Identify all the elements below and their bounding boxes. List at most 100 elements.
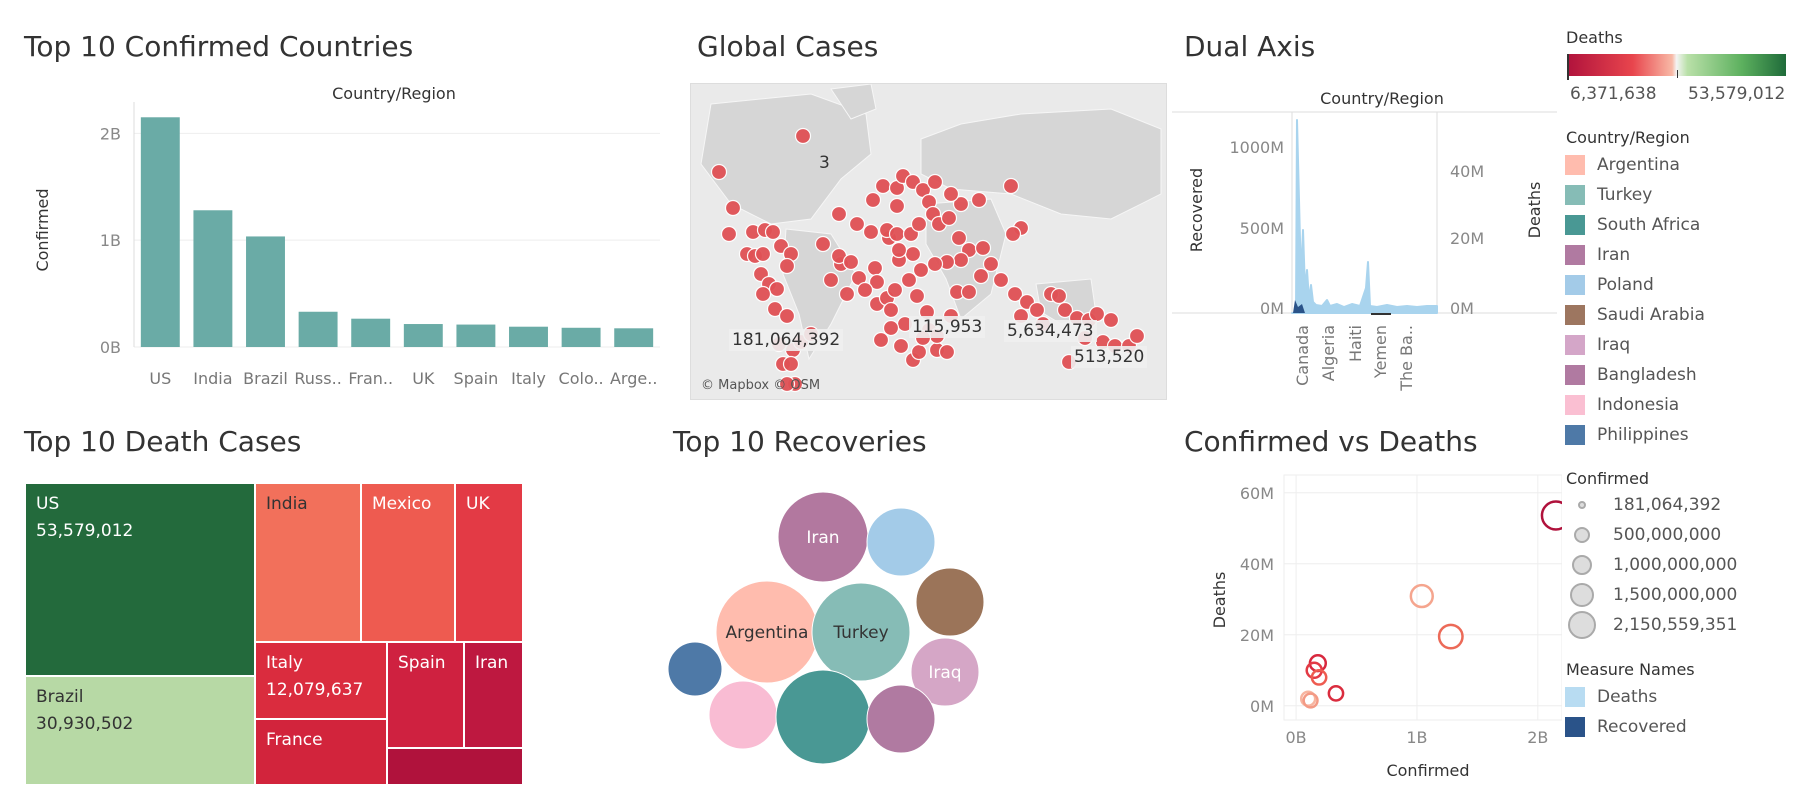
dual-x-tick: Algeria <box>1319 325 1338 381</box>
bubble-label: Iraq <box>928 663 961 683</box>
legend-item-poland[interactable]: Poland <box>1565 274 1654 296</box>
map-point <box>864 191 882 209</box>
bar-x-tick: Brazil <box>243 369 288 388</box>
bubble-south-africa <box>775 669 871 765</box>
map-point <box>1004 225 1022 243</box>
map-point <box>766 300 784 318</box>
dual-left-tick: 0M <box>1260 299 1284 318</box>
legend-label: Saudi Arabia <box>1597 305 1705 325</box>
confirmed-bar-chart[interactable]: Country/Region Confirmed 0B 1B 2B US India Braz… <box>0 70 690 410</box>
measure-label: Deaths <box>1597 687 1658 707</box>
legend-item-turkey[interactable]: Turkey <box>1565 184 1652 206</box>
map-point <box>942 185 960 203</box>
bar-y-tick: 0B <box>100 338 121 357</box>
dual-axis-title: Dual Axis <box>1184 30 1316 63</box>
treemap-cell-spain[interactable] <box>387 642 464 748</box>
bar-x-tick: India <box>193 369 232 388</box>
bubble-iraq <box>910 637 980 707</box>
dual-x-tick: The Ba.. <box>1397 325 1416 392</box>
confirmed-size-legend: 181,064,392 500,000,000 1,000,000,000 1,500… <box>1565 494 1805 644</box>
legend-swatch <box>1565 275 1585 295</box>
map-point <box>972 267 990 285</box>
bar-y-tick: 2B <box>100 124 121 143</box>
map-point <box>724 199 742 217</box>
legend-item-saudi-arabia[interactable]: Saudi Arabia <box>1565 304 1705 326</box>
size-legend-circle <box>1572 555 1592 575</box>
map-point <box>926 173 944 191</box>
map-point <box>910 343 928 361</box>
map-point <box>882 301 900 319</box>
map-point <box>754 285 772 303</box>
map-point <box>970 191 988 209</box>
map-value-label: 115,953 <box>909 316 986 338</box>
map-point <box>830 205 848 223</box>
legend-item-philippines[interactable]: Philippines <box>1565 424 1689 446</box>
size-legend-circle <box>1570 583 1594 607</box>
legend-swatch <box>1565 395 1585 415</box>
treemap-cell-italy[interactable] <box>255 642 387 719</box>
map-point <box>1102 311 1120 329</box>
treemap-cell-uk[interactable] <box>455 483 523 642</box>
map-point <box>778 257 796 275</box>
scatter-frame <box>1283 474 1562 721</box>
map-point <box>992 271 1010 289</box>
legend-item-bangladesh[interactable]: Bangladesh <box>1565 364 1697 386</box>
bubble-bangladesh <box>866 684 936 754</box>
bar-uk <box>403 324 443 347</box>
map-point <box>1006 285 1024 303</box>
map-point <box>778 307 796 325</box>
scatter-y-tick: 60M <box>1240 484 1274 503</box>
map-point <box>908 287 926 305</box>
measure-item-recovered[interactable]: Recovered <box>1565 716 1687 738</box>
legend-swatch <box>1565 425 1585 445</box>
legend-item-south-africa[interactable]: South Africa <box>1565 214 1700 236</box>
bubble-turkey <box>811 582 911 682</box>
global-cases-map[interactable]: © Mapbox © OSM 3 181,064,392 115,953 5,634,… <box>690 83 1167 400</box>
measure-item-deaths[interactable]: Deaths <box>1565 686 1657 708</box>
recoveries-bubble-chart[interactable]: Iran Argentina Turkey Iraq <box>660 490 1000 790</box>
treemap-cell-france[interactable] <box>255 719 387 785</box>
bubble-indonesia <box>708 680 778 750</box>
bubble-saudi-arabia <box>915 567 985 637</box>
treemap-cell-other[interactable] <box>387 748 523 785</box>
map-value-label: 5,634,473 <box>1004 320 1097 342</box>
legend-label: Poland <box>1597 275 1654 295</box>
treemap-cell-iran[interactable] <box>464 642 523 748</box>
size-legend-label: 181,064,392 <box>1613 495 1722 515</box>
dual-right-label: Deaths <box>1525 182 1544 239</box>
country-legend-title: Country/Region <box>1566 128 1690 147</box>
map-point <box>1056 301 1074 319</box>
dual-left-tick: 500M <box>1240 219 1284 238</box>
measure-label: Recovered <box>1597 717 1687 737</box>
deaths-treemap[interactable]: US 53,579,012 Brazil 30,930,502 India Mexico U… <box>25 483 523 785</box>
legend-item-argentina[interactable]: Argentina <box>1565 154 1680 176</box>
legend-item-iraq[interactable]: Iraq <box>1565 334 1630 356</box>
treemap-cell-us[interactable] <box>25 483 255 676</box>
legend-label: Turkey <box>1597 185 1653 205</box>
legend-item-iran[interactable]: Iran <box>1565 244 1630 266</box>
map-point <box>1050 287 1068 305</box>
map-point <box>778 375 796 393</box>
scatter-point <box>1437 623 1464 650</box>
bar-x-tick: US <box>149 369 171 388</box>
map-point <box>782 355 800 373</box>
treemap-cell-mexico[interactable] <box>361 483 455 642</box>
map-point <box>960 283 978 301</box>
scatter-y-tick: 0M <box>1250 697 1274 716</box>
bar-italy <box>509 326 548 347</box>
legend-swatch <box>1565 185 1585 205</box>
dual-axis-chart[interactable]: Country/Region Recovered Deaths 0M 500M 1000M… <box>1172 80 1557 400</box>
map-value-label: 3 <box>819 153 830 173</box>
bar-colo <box>561 327 601 347</box>
legend-item-indonesia[interactable]: Indonesia <box>1565 394 1679 416</box>
confirmed-vs-deaths-scatter[interactable]: 0M 20M 40M 60M 0B 1B 2B Confirmed Deaths <box>1172 470 1562 790</box>
treemap-cell-india[interactable] <box>255 483 361 642</box>
bar-fran <box>351 318 391 347</box>
map-point <box>874 177 892 195</box>
size-legend-label: 2,150,559,351 <box>1613 615 1738 635</box>
treemap-cell-brazil[interactable] <box>25 676 255 785</box>
legend-swatch <box>1565 245 1585 265</box>
measure-legend: Deaths Recovered <box>1565 686 1805 746</box>
dual-right-tick: 40M <box>1450 162 1484 181</box>
size-legend-circle <box>1578 501 1586 509</box>
